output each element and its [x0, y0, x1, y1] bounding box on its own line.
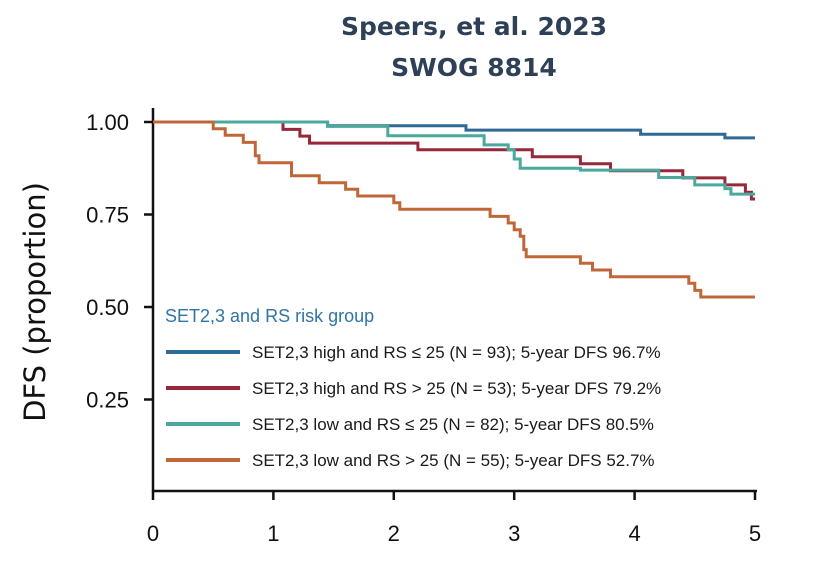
y-tick-label: 0.75: [86, 203, 129, 228]
x-tick-label: 1: [267, 521, 279, 546]
y-tick-label: 0.50: [86, 295, 129, 320]
y-tick-label: 0.25: [86, 388, 129, 413]
x-tick-label: 3: [508, 521, 520, 546]
x-tick-label: 5: [749, 521, 761, 546]
axes: 1.00 0.75 0.50 0.25 0 1 2 3 4 5: [86, 108, 761, 546]
x-tick-label: 4: [628, 521, 640, 546]
x-tick-label: 0: [147, 521, 159, 546]
x-tick-label: 2: [388, 521, 400, 546]
y-axis-label: DFS (proportion): [18, 182, 52, 422]
legend: SET2,3 and RS risk group SET2,3 high and…: [165, 306, 661, 470]
series-layer: [153, 120, 755, 299]
chart-title-line-2: SWOG 8814: [391, 53, 557, 82]
km-curve-series-3: [153, 120, 755, 196]
km-curve-series-4: [153, 120, 755, 299]
legend-label-4: SET2,3 low and RS > 25 (N = 55); 5-year …: [252, 451, 655, 470]
legend-label-2: SET2,3 high and RS > 25 (N = 53); 5-year…: [252, 379, 661, 398]
legend-title: SET2,3 and RS risk group: [165, 306, 374, 326]
legend-label-3: SET2,3 low and RS ≤ 25 (N = 82); 5-year …: [252, 415, 654, 434]
km-curve-series-2: [153, 120, 755, 201]
legend-label-1: SET2,3 high and RS ≤ 25 (N = 93); 5-year…: [252, 343, 661, 362]
y-tick-label: 1.00: [86, 110, 129, 135]
chart-title-line-1: Speers, et al. 2023: [341, 12, 607, 41]
